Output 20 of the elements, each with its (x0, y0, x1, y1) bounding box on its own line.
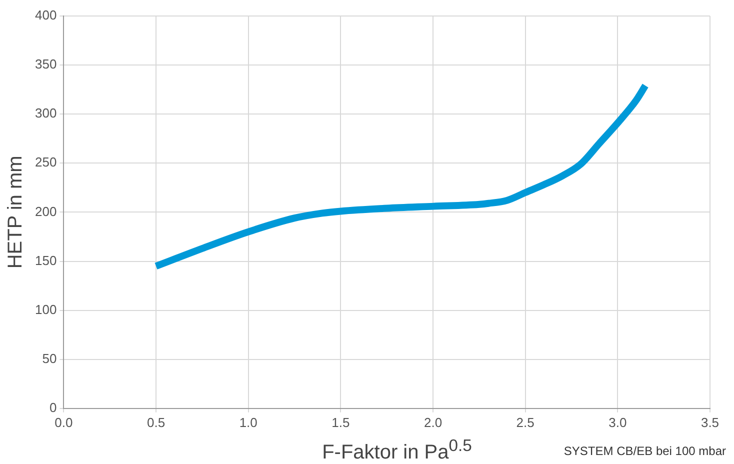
y-tick-label: 50 (42, 350, 57, 366)
y-tick-label: 350 (34, 56, 57, 72)
x-tick-label: 3.0 (608, 414, 627, 430)
x-axis-title: F-Faktor in Pa$^{0.5}$ (322, 436, 472, 464)
y-tick-label: 400 (34, 8, 57, 23)
y-tick-label: 200 (34, 204, 57, 219)
y-tick-label: 300 (34, 106, 57, 121)
x-tick-label: 1.5 (332, 414, 350, 430)
x-tick-label: 2.0 (424, 414, 442, 430)
x-tick-label: 0.5 (146, 414, 166, 430)
y-tick-label: 0 (49, 400, 57, 415)
x-tick-label: 1.0 (239, 414, 258, 430)
x-tick-label: 2.5 (516, 414, 534, 430)
text: SYSTEM CB/EB bei 100 mbar (564, 444, 726, 458)
y-tick-label: 100 (34, 302, 57, 317)
y-axis-title: HETP in mm (4, 156, 27, 269)
x-tick-label: 3.5 (700, 414, 720, 430)
x-tick-label: 0.0 (54, 414, 73, 430)
y-tick-label: 250 (34, 154, 57, 170)
y-tick-label: 150 (34, 252, 57, 268)
